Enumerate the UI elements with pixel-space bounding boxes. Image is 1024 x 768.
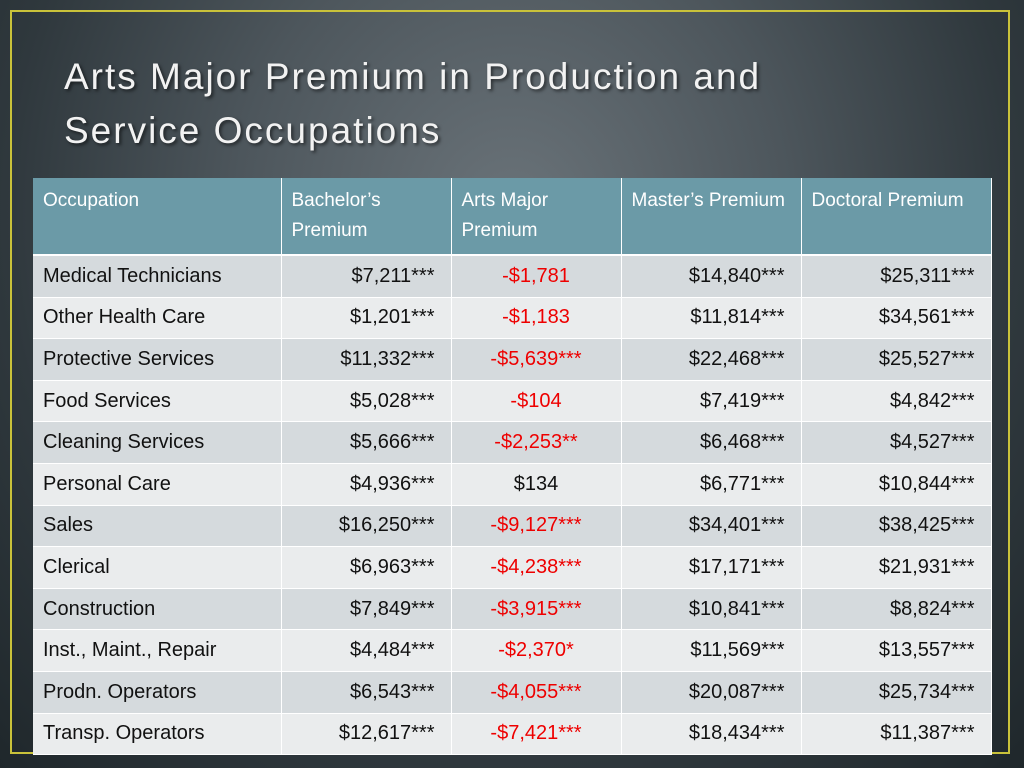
table-cell-occupation: Sales [33, 505, 282, 548]
table-cell-doctoral: $4,842*** [801, 380, 992, 423]
table-cell-occupation: Transp. Operators [33, 713, 282, 756]
table-cell-arts: -$4,055*** [451, 671, 622, 714]
table-cell-bachelors: $5,028*** [281, 380, 452, 423]
table-cell-doctoral: $8,824*** [801, 588, 992, 631]
table-row: Medical Technicians $7,211*** -$1,781 $14,8… [33, 255, 992, 298]
table-cell-masters: $20,087*** [621, 671, 802, 714]
table-cell-arts: $134 [451, 463, 622, 506]
table-cell-occupation: Cleaning Services [33, 421, 282, 464]
premium-table: Occupation Bachelor’s Premium Arts Major… [33, 178, 992, 756]
table-cell-doctoral: $4,527*** [801, 421, 992, 464]
table-cell-masters: $6,771*** [621, 463, 802, 506]
table-cell-masters: $22,468*** [621, 338, 802, 381]
table-row: Clerical $6,963*** -$4,238*** $17,171*** $21… [33, 546, 992, 589]
table-row: Inst., Maint., Repair $4,484*** -$2,370* $1… [33, 629, 992, 672]
table-cell-arts: -$7,421*** [451, 713, 622, 756]
table-cell-doctoral: $34,561*** [801, 297, 992, 340]
table-cell-bachelors: $16,250*** [281, 505, 452, 548]
table-cell-masters: $11,569*** [621, 629, 802, 672]
table-cell-doctoral: $10,844*** [801, 463, 992, 506]
table-cell-arts: -$1,781 [451, 255, 622, 298]
table-cell-arts: -$104 [451, 380, 622, 423]
table-cell-masters: $18,434*** [621, 713, 802, 756]
table-cell-bachelors: $1,201*** [281, 297, 452, 340]
table-cell-doctoral: $13,557*** [801, 629, 992, 672]
table-cell-occupation: Prodn. Operators [33, 671, 282, 714]
table-cell-arts: -$3,915*** [451, 588, 622, 631]
table-row: Construction $7,849*** -$3,915*** $10,841**… [33, 588, 992, 631]
table-cell-bachelors: $4,936*** [281, 463, 452, 506]
table-cell-occupation: Food Services [33, 380, 282, 423]
table-cell-masters: $6,468*** [621, 421, 802, 464]
table-cell-occupation: Medical Technicians [33, 255, 282, 298]
table-cell-masters: $7,419*** [621, 380, 802, 423]
table-cell-occupation: Clerical [33, 546, 282, 589]
table-body: Medical Technicians $7,211*** -$1,781 $14,8… [33, 255, 992, 756]
header-arts-major-premium: Arts Major Premium [451, 178, 622, 256]
table-row: Food Services $5,028*** -$104 $7,419*** $4,8… [33, 380, 992, 423]
table-row: Personal Care $4,936*** $134 $6,771*** $10,8… [33, 463, 992, 506]
table-cell-masters: $10,841*** [621, 588, 802, 631]
table-cell-doctoral: $38,425*** [801, 505, 992, 548]
table-header-row: Occupation Bachelor’s Premium Arts Major… [33, 178, 992, 256]
table-row: Cleaning Services $5,666*** -$2,253** $6,46… [33, 421, 992, 464]
table-cell-occupation: Inst., Maint., Repair [33, 629, 282, 672]
table-cell-bachelors: $6,963*** [281, 546, 452, 589]
table-cell-arts: -$9,127*** [451, 505, 622, 548]
table-cell-occupation: Protective Services [33, 338, 282, 381]
table-cell-occupation: Personal Care [33, 463, 282, 506]
table-cell-doctoral: $25,311*** [801, 255, 992, 298]
table-cell-bachelors: $5,666*** [281, 421, 452, 464]
table-cell-masters: $34,401*** [621, 505, 802, 548]
table-cell-doctoral: $11,387*** [801, 713, 992, 756]
table-row: Other Health Care $1,201*** -$1,183 $11,814… [33, 297, 992, 340]
table-cell-occupation: Construction [33, 588, 282, 631]
table-row: Prodn. Operators $6,543*** -$4,055*** $20,0… [33, 671, 992, 714]
table-cell-arts: -$2,370* [451, 629, 622, 672]
table-cell-bachelors: $6,543*** [281, 671, 452, 714]
table-cell-masters: $11,814*** [621, 297, 802, 340]
table-cell-arts: -$4,238*** [451, 546, 622, 589]
header-doctoral-premium: Doctoral Premium [801, 178, 992, 256]
table-cell-bachelors: $7,849*** [281, 588, 452, 631]
slide-title: Arts Major Premium in Production and Ser… [64, 56, 762, 151]
table-cell-doctoral: $25,527*** [801, 338, 992, 381]
table-cell-occupation: Other Health Care [33, 297, 282, 340]
table-row: Transp. Operators $12,617*** -$7,421*** $18… [33, 713, 992, 756]
table-cell-doctoral: $21,931*** [801, 546, 992, 589]
header-occupation: Occupation [33, 178, 282, 256]
table-cell-arts: -$1,183 [451, 297, 622, 340]
table-row: Protective Services $11,332*** -$5,639*** $… [33, 338, 992, 381]
table-cell-arts: -$5,639*** [451, 338, 622, 381]
table-cell-bachelors: $11,332*** [281, 338, 452, 381]
table-cell-arts: -$2,253** [451, 421, 622, 464]
table-cell-doctoral: $25,734*** [801, 671, 992, 714]
table-cell-bachelors: $12,617*** [281, 713, 452, 756]
header-bachelors-premium: Bachelor’s Premium [281, 178, 452, 256]
table-cell-bachelors: $7,211*** [281, 255, 452, 298]
table-cell-masters: $14,840*** [621, 255, 802, 298]
table-row: Sales $16,250*** -$9,127*** $34,401*** $38,4… [33, 505, 992, 548]
header-masters-premium: Master’s Premium [621, 178, 802, 256]
table-cell-bachelors: $4,484*** [281, 629, 452, 672]
table-cell-masters: $17,171*** [621, 546, 802, 589]
